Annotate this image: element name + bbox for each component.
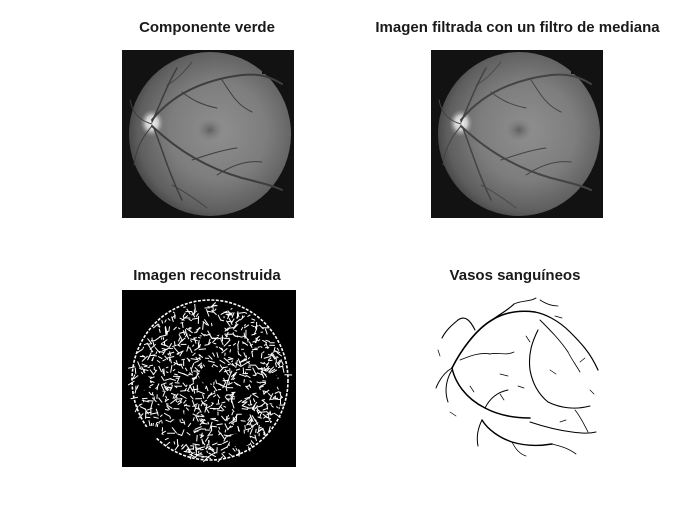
blood-vessels-image [430, 290, 605, 458]
panel-title-reconstructed: Imagen reconstruida [133, 267, 281, 284]
fundus-image [122, 50, 294, 218]
panel-title-green: Componente verde [139, 19, 275, 36]
panel-title-vessels: Vasos sanguíneos [449, 267, 581, 284]
optic-disc [449, 109, 473, 137]
fundus-image-filtered [431, 50, 603, 218]
optic-disc [140, 109, 164, 137]
vessel-skeleton [430, 290, 605, 458]
median-filtered-image [431, 50, 603, 218]
binary-reconstruction [122, 290, 296, 467]
green-component-image [122, 50, 294, 218]
panel-title-median: Imagen filtrada con un filtro de mediana [375, 19, 660, 36]
reconstructed-image [122, 290, 296, 467]
